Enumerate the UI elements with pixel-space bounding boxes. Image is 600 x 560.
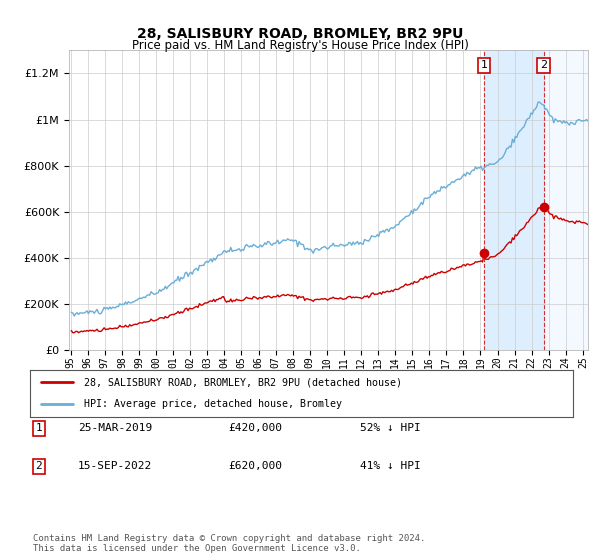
Text: 2: 2 [540,60,547,71]
Bar [484,50,544,350]
Text: £420,000: £420,000 [228,423,282,433]
Text: 2: 2 [35,461,43,472]
Text: 1: 1 [35,423,43,433]
Bar [544,50,592,350]
Text: Contains HM Land Registry data © Crown copyright and database right 2024.
This d: Contains HM Land Registry data © Crown c… [33,534,425,553]
Text: 1: 1 [481,60,488,71]
Text: 52% ↓ HPI: 52% ↓ HPI [360,423,421,433]
Text: 15-SEP-2022: 15-SEP-2022 [78,461,152,472]
Text: HPI: Average price, detached house, Bromley: HPI: Average price, detached house, Brom… [85,399,342,409]
Text: 41% ↓ HPI: 41% ↓ HPI [360,461,421,472]
Text: 25-MAR-2019: 25-MAR-2019 [78,423,152,433]
Text: Price paid vs. HM Land Registry's House Price Index (HPI): Price paid vs. HM Land Registry's House … [131,39,469,52]
Text: 28, SALISBURY ROAD, BROMLEY, BR2 9PU (detached house): 28, SALISBURY ROAD, BROMLEY, BR2 9PU (de… [85,377,403,388]
Text: £620,000: £620,000 [228,461,282,472]
Text: 28, SALISBURY ROAD, BROMLEY, BR2 9PU: 28, SALISBURY ROAD, BROMLEY, BR2 9PU [137,27,463,41]
